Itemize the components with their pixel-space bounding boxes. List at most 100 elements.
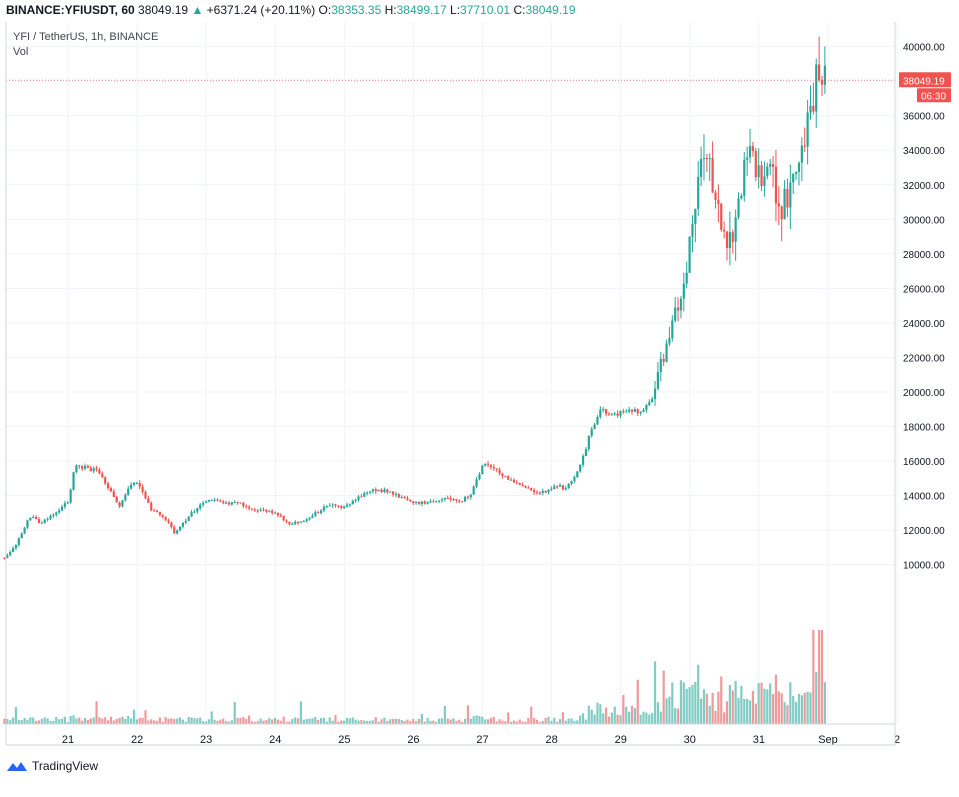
candle-body xyxy=(794,171,798,174)
candle-body xyxy=(322,506,326,511)
y-tick-label: 10000.00 xyxy=(903,561,945,572)
candle-body xyxy=(558,485,562,487)
candle-body xyxy=(507,476,510,480)
volume-bar xyxy=(685,688,688,724)
x-tick-label: 22 xyxy=(131,734,143,746)
volume-bar xyxy=(443,705,446,724)
candle-body xyxy=(397,494,400,498)
candle-body xyxy=(58,510,61,513)
volume-bar xyxy=(184,721,187,724)
volume-bar xyxy=(138,717,141,724)
candle-body xyxy=(109,488,113,492)
volume-bar xyxy=(409,721,412,724)
candle-body xyxy=(374,489,377,492)
candle-body xyxy=(789,182,792,208)
volume-bar xyxy=(371,720,375,724)
candle-body xyxy=(570,481,573,484)
candle-body xyxy=(823,65,826,85)
volume-bar xyxy=(699,698,703,724)
volume-bar xyxy=(354,719,357,724)
candle-body xyxy=(740,195,743,199)
candle-body xyxy=(556,486,559,488)
candle-body xyxy=(245,506,248,508)
candle-body xyxy=(812,105,815,112)
candle-body xyxy=(668,338,671,344)
candle-body xyxy=(35,517,38,520)
candle-body xyxy=(383,489,386,493)
candle-body xyxy=(763,176,766,186)
volume-bar xyxy=(26,719,29,724)
volume-bar xyxy=(383,717,386,724)
candle-body xyxy=(653,388,657,400)
x-tick-label: Sep xyxy=(818,734,838,746)
x-tick-label: 25 xyxy=(338,734,350,746)
volume-bar xyxy=(556,721,559,724)
candle-body xyxy=(815,64,818,112)
candle-body xyxy=(541,490,544,493)
volume-bar xyxy=(812,630,815,724)
candle-body xyxy=(43,519,46,523)
candle-body xyxy=(803,145,806,147)
candle-body xyxy=(291,523,294,525)
volume-bar xyxy=(533,718,536,724)
volume-bar xyxy=(535,719,539,724)
volume-bar xyxy=(259,718,262,724)
volume-bar xyxy=(651,712,654,724)
candle-body xyxy=(253,509,256,511)
candle-body xyxy=(512,479,516,483)
candle-body xyxy=(746,157,749,160)
candlesticks[interactable] xyxy=(3,36,826,560)
candle-body xyxy=(225,502,228,504)
symbol-label[interactable]: BINANCE:YFIUSDT, 60 xyxy=(6,3,135,17)
candle-body xyxy=(98,469,101,474)
candle-body xyxy=(273,512,277,514)
volume-bar xyxy=(58,719,61,724)
candle-body xyxy=(207,500,210,502)
candle-body xyxy=(504,476,507,478)
volume-bar xyxy=(414,721,418,724)
volume-bar xyxy=(302,719,305,724)
volume-bar xyxy=(351,717,354,724)
candle-body xyxy=(656,372,660,389)
legend-volume[interactable]: Vol xyxy=(13,46,29,58)
candle-body xyxy=(49,515,52,519)
volume-bar xyxy=(800,695,803,724)
volume-bar xyxy=(319,718,323,724)
volume-bar xyxy=(518,719,521,724)
candle-body xyxy=(248,507,251,509)
volume-bar xyxy=(783,702,786,724)
x-tick-label: 26 xyxy=(407,734,419,746)
volume-bar xyxy=(593,714,596,724)
volume-bar xyxy=(697,664,700,724)
volume-bar xyxy=(423,721,426,724)
candle-body xyxy=(420,501,423,504)
high-value: 38499.17 xyxy=(396,3,447,17)
volume-bar xyxy=(723,712,726,724)
volume-bar xyxy=(32,717,35,724)
candle-body xyxy=(141,486,144,492)
volume-bar xyxy=(820,630,824,724)
tradingview-branding[interactable]: TradingView xyxy=(6,757,98,775)
candle-body xyxy=(23,527,26,534)
candle-body xyxy=(777,203,780,207)
candle-body xyxy=(282,515,285,521)
candle-body xyxy=(46,518,49,520)
volume-bar xyxy=(653,661,657,724)
candle-body xyxy=(190,512,193,517)
countdown-value: 06:30 xyxy=(921,91,946,102)
volume-bar xyxy=(155,720,159,724)
candle-body xyxy=(9,551,12,556)
volume-bar xyxy=(311,718,314,724)
candle-body xyxy=(325,506,328,508)
volume-bar xyxy=(420,713,423,724)
volume-bar xyxy=(581,713,585,724)
volume-bar xyxy=(305,719,308,724)
legend-pair[interactable]: YFI / TetherUS, 1h, BINANCE xyxy=(13,31,159,43)
volume-bar xyxy=(815,672,818,724)
volume-bar xyxy=(147,720,150,724)
volume-bar xyxy=(495,721,498,724)
candle-body xyxy=(625,411,628,413)
volume-bar xyxy=(386,720,389,724)
candle-body xyxy=(178,526,182,531)
